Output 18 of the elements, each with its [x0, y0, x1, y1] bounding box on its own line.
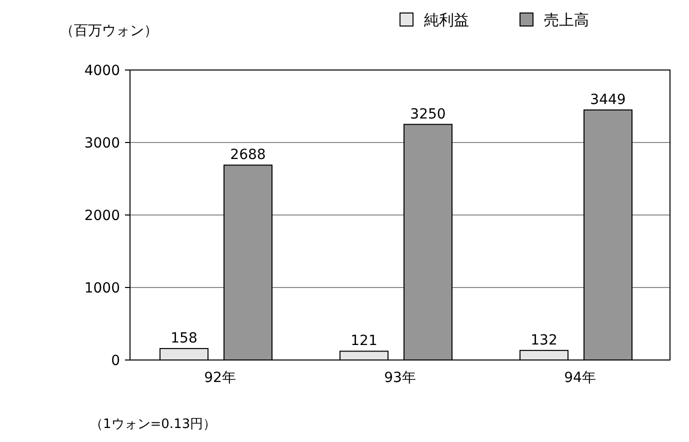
legend-label: 売上高	[544, 11, 589, 29]
data-label: 3250	[410, 106, 446, 122]
data-label: 132	[530, 332, 558, 348]
data-label: 3449	[590, 92, 626, 108]
y-tick-label: 1000	[84, 280, 120, 296]
legend-label: 純利益	[424, 11, 469, 29]
y-tick-label: 4000	[84, 63, 120, 79]
data-label: 121	[350, 333, 378, 350]
data-label: 2688	[230, 147, 266, 164]
y-tick-label: 3000	[84, 136, 120, 152]
y-tick-label: 0	[111, 353, 120, 369]
y-tick-label: 2000	[84, 208, 120, 224]
x-tick-label: 92年	[204, 370, 236, 386]
data-label: 158	[170, 330, 198, 347]
x-tick-label: 93年	[384, 370, 416, 386]
y-axis-title: （百万ウォン）	[60, 23, 158, 39]
text: （1ウォン=0.13円）	[90, 417, 216, 432]
x-tick-label: 94年	[564, 370, 596, 386]
